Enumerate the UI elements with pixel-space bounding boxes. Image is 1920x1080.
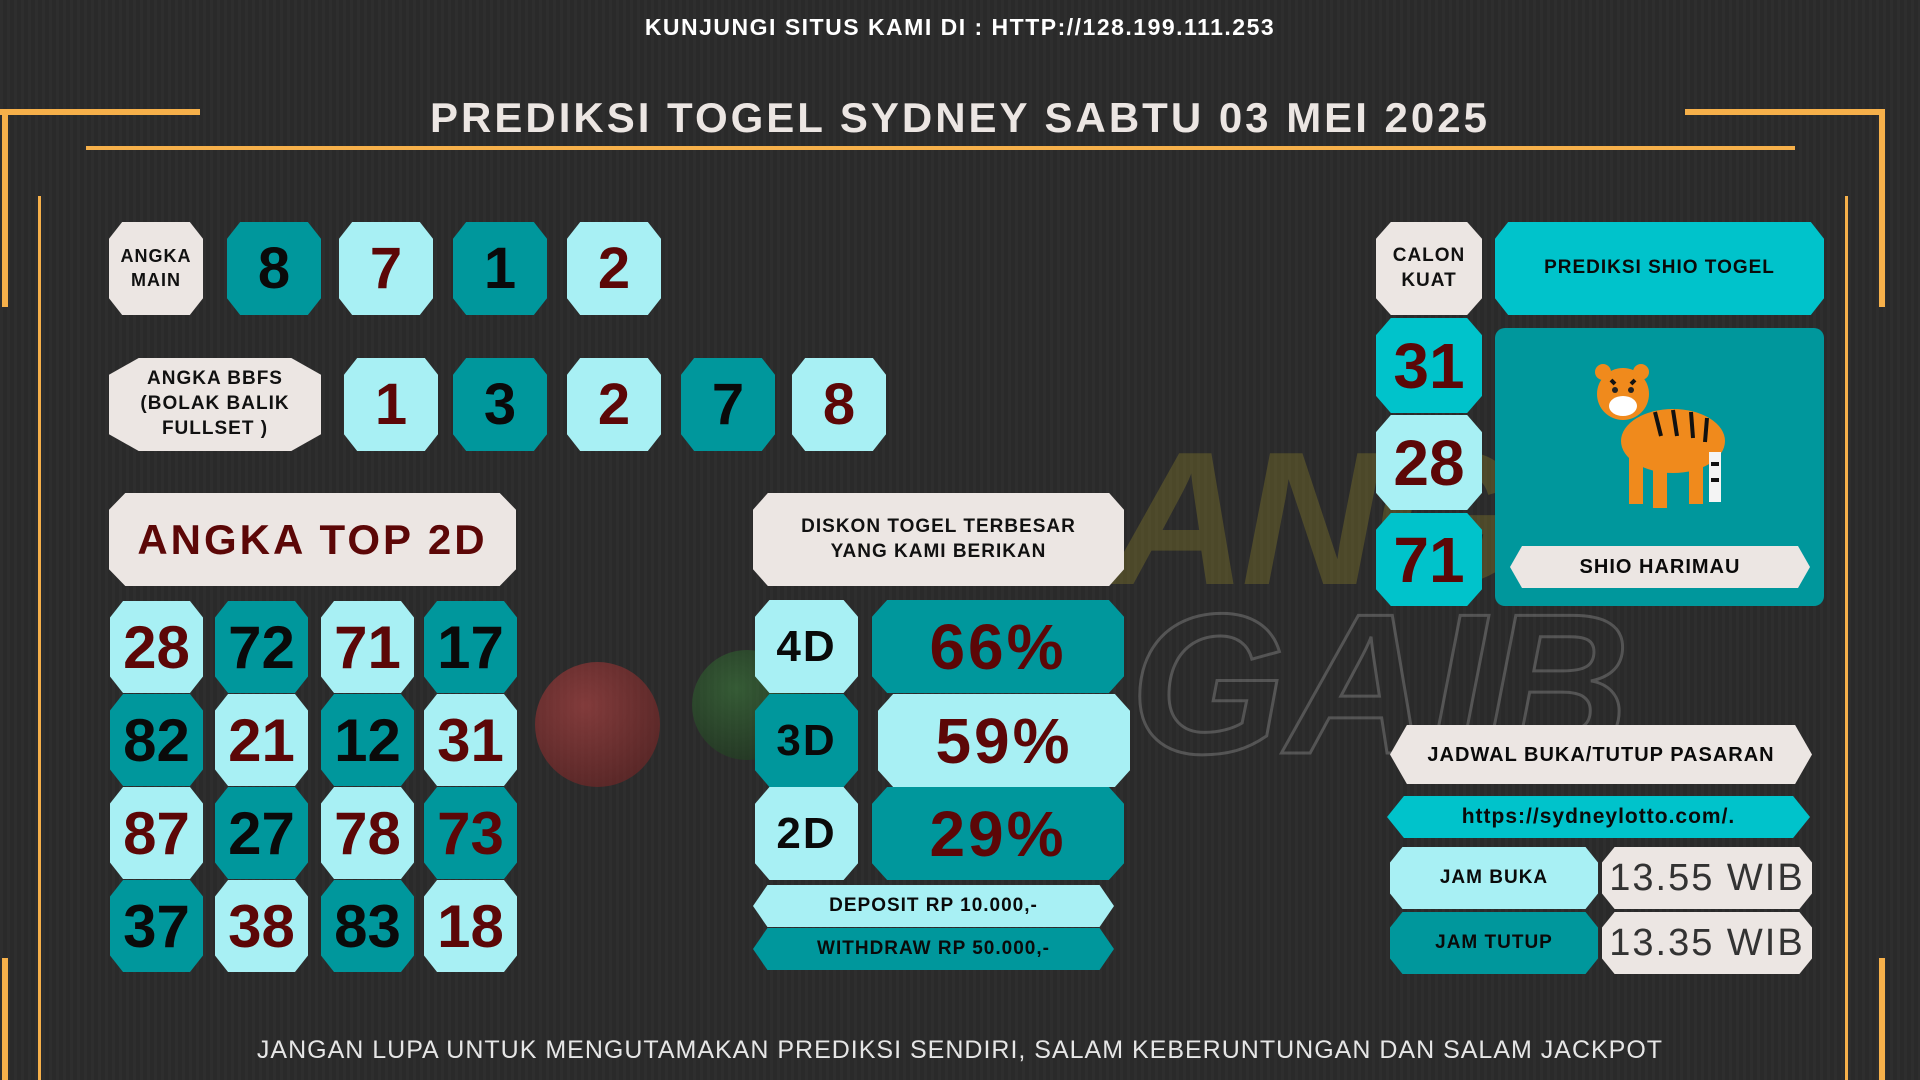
top2d-number: 18: [424, 880, 517, 972]
frame-line: [1845, 196, 1848, 1080]
top2d-number: 38: [215, 880, 308, 972]
tiger-icon: [1595, 364, 1725, 508]
calon-kuat-number: 28: [1376, 415, 1482, 510]
diskon-label: DISKON TOGEL TERBESAR YANG KAMI BERIKAN: [753, 493, 1124, 586]
calon-kuat-number: 31: [1376, 318, 1482, 413]
calon-kuat-label: CALON KUAT: [1376, 222, 1482, 315]
calon-kuat-number: 71: [1376, 513, 1482, 606]
top2d-number: 37: [110, 880, 203, 972]
diskon-value-4d: 66%: [872, 600, 1124, 693]
jam-tutup-value: 13.35 WIB: [1602, 912, 1812, 974]
visit-text: KUNJUNGI SITUS KAMI DI : HTTP://128.199.…: [644, 14, 1276, 40]
top2d-number: 82: [110, 694, 203, 786]
shio-name: SHIO HARIMAU: [1510, 546, 1810, 588]
frame-line: [2, 109, 8, 307]
angka-main-number: 1: [453, 222, 547, 315]
jam-tutup-label: JAM TUTUP: [1390, 912, 1598, 974]
angka-main-label: ANGKA MAIN: [109, 222, 203, 315]
diskon-value-3d: 59%: [878, 694, 1130, 787]
top2d-number: 73: [424, 787, 517, 879]
top2d-number: 17: [424, 601, 517, 693]
top2d-number: 83: [321, 880, 414, 972]
bbfs-number: 8: [792, 358, 886, 451]
top2d-number: 21: [215, 694, 308, 786]
top2d-number: 31: [424, 694, 517, 786]
diskon-type-2d: 2D: [755, 787, 858, 880]
angka-main-number: 8: [227, 222, 321, 315]
frame-line: [1879, 109, 1885, 307]
withdraw-info: WITHDRAW RP 50.000,-: [753, 928, 1114, 970]
bbfs-number: 1: [344, 358, 438, 451]
frame-line: [0, 109, 200, 115]
angka-main-number: 2: [567, 222, 661, 315]
top2d-number: 71: [321, 601, 414, 693]
top2d-number: 27: [215, 787, 308, 879]
frame-line: [2, 958, 8, 1080]
top2d-number: 72: [215, 601, 308, 693]
ball-icon: [535, 662, 660, 787]
angka-main-number: 7: [339, 222, 433, 315]
diskon-value-2d: 29%: [872, 787, 1124, 880]
jam-buka-value: 13.55 WIB: [1602, 847, 1812, 909]
deposit-info: DEPOSIT RP 10.000,-: [753, 885, 1114, 927]
jam-buka-label: JAM BUKA: [1390, 847, 1598, 909]
bbfs-number: 2: [567, 358, 661, 451]
top2d-number: 28: [110, 601, 203, 693]
shio-panel: SHIO HARIMAU: [1495, 328, 1824, 606]
shio-header: PREDIKSI SHIO TOGEL: [1495, 222, 1824, 315]
market-url-link[interactable]: https://sydneylotto.com/.: [1387, 796, 1810, 838]
top2d-number: 12: [321, 694, 414, 786]
frame-line: [1879, 958, 1885, 1080]
jadwal-label: JADWAL BUKA/TUTUP PASARAN: [1390, 725, 1812, 784]
footer-text: JANGAN LUPA UNTUK MENGUTAMAKAN PREDIKSI …: [256, 1036, 1664, 1064]
bbfs-number: 3: [453, 358, 547, 451]
top2d-number: 87: [110, 787, 203, 879]
frame-line: [38, 196, 41, 1080]
page-title: PREDIKSI TOGEL SYDNEY SABTU 03 MEI 2025: [430, 94, 1490, 141]
bbfs-label: ANGKA BBFS (BOLAK BALIK FULLSET ): [109, 358, 321, 451]
frame-line: [1685, 109, 1885, 115]
diskon-type-3d: 3D: [755, 694, 858, 787]
top2d-label: ANGKA TOP 2D: [109, 493, 516, 586]
title-underline: [86, 146, 1795, 150]
bbfs-number: 7: [681, 358, 775, 451]
diskon-type-4d: 4D: [755, 600, 858, 693]
top2d-number: 78: [321, 787, 414, 879]
